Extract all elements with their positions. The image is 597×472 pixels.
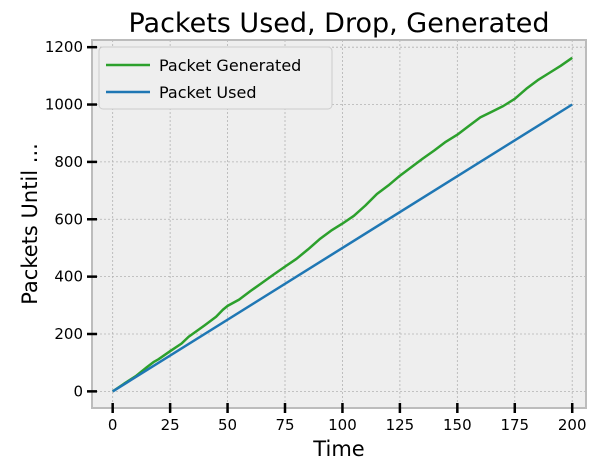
plot-frame: [91, 39, 587, 409]
y-tick-label: 800: [54, 153, 83, 171]
legend: Packet Generated Packet Used: [98, 46, 333, 110]
x-tick-label: 0: [108, 416, 118, 434]
x-tick-label: 125: [386, 416, 415, 434]
y-tick-label: 0: [73, 382, 83, 400]
ticks: [87, 45, 574, 413]
y-tick-label: 400: [54, 268, 83, 286]
x-tick-label: 100: [328, 416, 357, 434]
tick-labels: 0 25 50 75 100 125 150 175 200 0 200 400 600 800 1000 1…: [45, 38, 587, 434]
x-axis-label: Time: [312, 437, 364, 461]
legend-label-packet-generated: Packet Generated: [159, 56, 301, 75]
x-tick-label: 200: [558, 416, 587, 434]
y-tick-label: 1000: [45, 96, 83, 114]
series-line-packet-generated: [111, 56, 573, 393]
x-tick-label: 175: [500, 416, 529, 434]
legend-label-packet-used: Packet Used: [159, 83, 256, 102]
chart-title: Packets Used, Drop, Generated: [128, 8, 549, 39]
x-tick-label: 75: [275, 416, 294, 434]
y-tick-label: 600: [54, 210, 83, 228]
y-tick-label: 200: [54, 325, 83, 343]
y-tick-label: 1200: [45, 38, 83, 56]
series-line-packet-used: [112, 103, 573, 393]
y-axis-label: Packets Until ...: [18, 143, 42, 305]
x-tick-label: 25: [161, 416, 180, 434]
series-lines: [111, 56, 573, 393]
x-tick-label: 50: [218, 416, 237, 434]
legend-box: [98, 46, 333, 110]
x-tick-label: 150: [443, 416, 472, 434]
